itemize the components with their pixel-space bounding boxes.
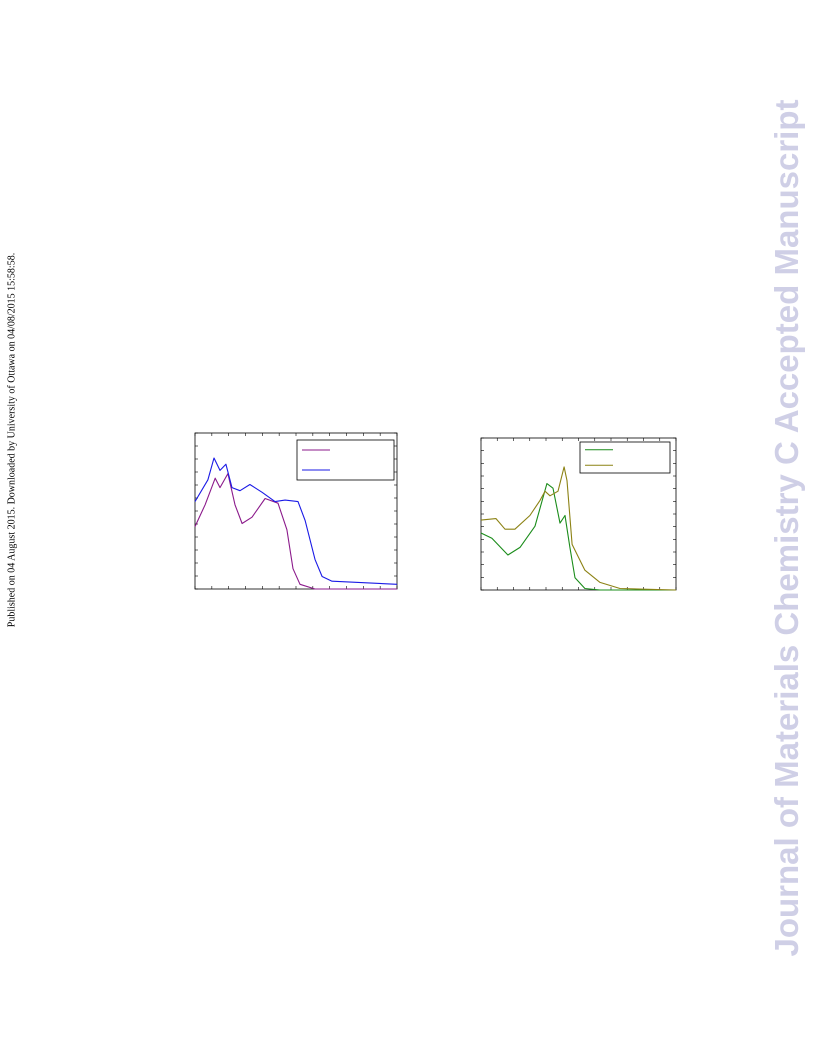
data-line (194, 473, 397, 590)
legend-box (296, 439, 395, 481)
data-line (480, 483, 676, 591)
data-line (194, 457, 398, 585)
legend-box (579, 441, 671, 474)
data-line (480, 466, 677, 591)
